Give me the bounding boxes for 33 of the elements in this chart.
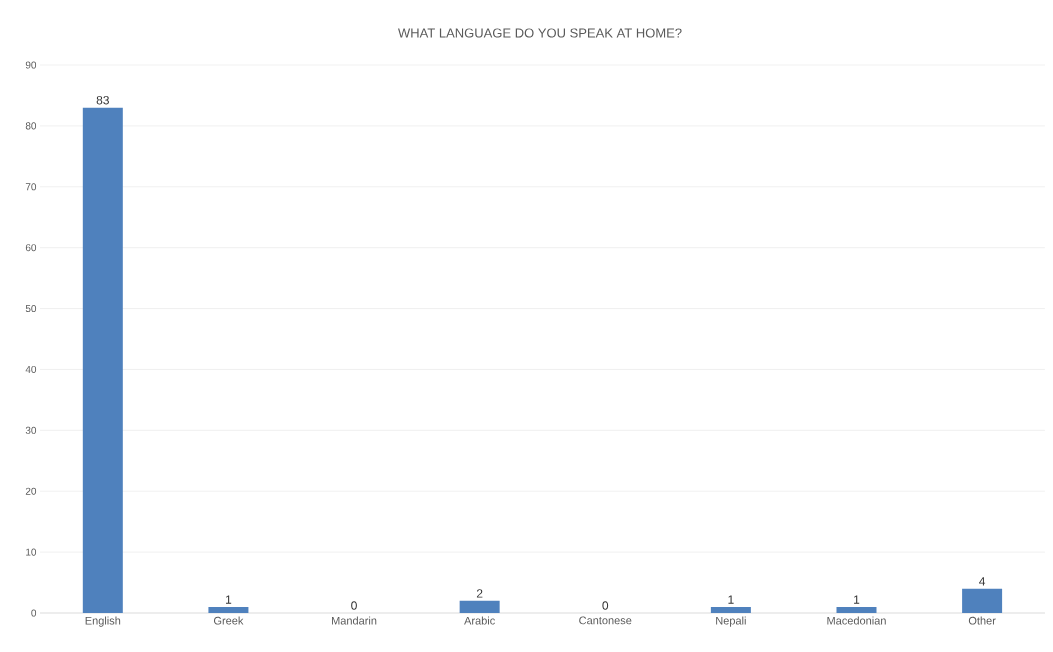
y-tick-label: 50 xyxy=(25,305,37,313)
bar xyxy=(962,588,1003,613)
data-label: 0 xyxy=(602,601,609,610)
x-tick-label: English xyxy=(85,616,121,627)
x-tick-label: Greek xyxy=(213,616,244,625)
data-label: 1 xyxy=(854,595,860,604)
bar xyxy=(459,600,500,613)
y-tick-label: 40 xyxy=(25,365,37,373)
y-tick-label: 30 xyxy=(25,426,37,434)
data-label: 2 xyxy=(476,589,483,598)
y-tick-label: 60 xyxy=(25,244,37,252)
data-label: 1 xyxy=(728,595,734,604)
y-tick-label: 70 xyxy=(25,183,37,191)
data-label: 4 xyxy=(979,577,986,586)
data-label: 1 xyxy=(226,595,232,604)
data-label: 0 xyxy=(351,601,357,610)
bar xyxy=(82,107,123,613)
y-tick-label: 10 xyxy=(26,548,37,556)
x-tick-label: Cantonese xyxy=(579,616,632,625)
x-tick-label: Arabic xyxy=(464,616,495,625)
x-tick-label: Mandarin xyxy=(332,616,377,625)
chart-title: WHAT LANGUAGE DO YOU SPEAK AT HOME? xyxy=(398,28,682,38)
data-label: 83 xyxy=(96,95,109,105)
y-tick-label: 80 xyxy=(25,122,37,130)
x-tick-label: Macedonian xyxy=(827,616,886,625)
x-tick-label: Nepali xyxy=(716,616,746,627)
bar xyxy=(836,606,877,613)
y-tick-label: 90 xyxy=(25,61,37,69)
x-tick-label: Other xyxy=(968,616,996,625)
bar xyxy=(208,606,249,613)
y-tick-label: 20 xyxy=(25,487,37,495)
bar xyxy=(710,606,751,613)
y-tick-label: 0 xyxy=(31,609,37,617)
